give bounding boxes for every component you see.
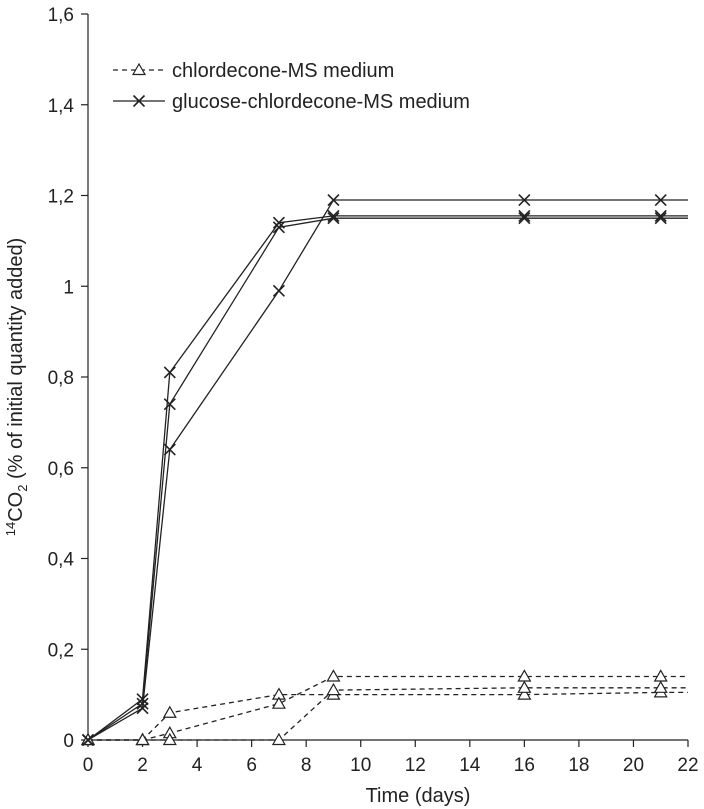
data-point (81, 733, 95, 747)
cross-stroke (654, 209, 667, 222)
cross-stroke (327, 212, 340, 225)
data-point (271, 696, 286, 709)
x-tick-label: 4 (192, 755, 203, 776)
x-tick-label: 8 (301, 755, 312, 776)
series-line (87, 199, 688, 741)
data-point (517, 669, 532, 682)
y-axis-title: 14CO2 (% of initial quantity added) (3, 238, 30, 537)
series-line (87, 215, 688, 741)
data-point (653, 680, 668, 693)
y-tick-label: 0 (63, 731, 74, 752)
cross-stroke (654, 212, 667, 225)
legend-marker (131, 62, 147, 76)
series-line (87, 217, 688, 741)
legend: chlordecone-MS medium glucose-chlordecone… (113, 60, 470, 113)
data-point (654, 209, 667, 222)
x-tick-label: 18 (568, 755, 589, 776)
x-tick-label: 2 (137, 755, 148, 776)
data-point (653, 669, 668, 682)
y-tick-label: 0,8 (48, 368, 74, 389)
x-ticks: 0 2 4 6 8 10 12 14 16 18 20 22 (83, 740, 699, 776)
legend-label: chlordecone-MS medium (172, 60, 394, 82)
data-point (517, 680, 532, 693)
data-point (326, 669, 341, 682)
series-2 (80, 669, 688, 746)
x-tick-label: 14 (459, 755, 481, 776)
data-point (163, 443, 176, 456)
cross-stroke (327, 193, 340, 207)
x-axis: 0 2 4 6 8 10 12 14 16 18 20 22 (83, 739, 699, 776)
y-tick-label: 0,2 (48, 640, 74, 661)
data-point (327, 212, 340, 225)
data-point (654, 212, 667, 225)
series-line (88, 687, 688, 741)
cross-stroke (81, 733, 95, 747)
cross-stroke (518, 212, 531, 225)
series-line (88, 675, 688, 741)
x-tick-label: 0 (83, 755, 94, 776)
cross-stroke (272, 221, 285, 234)
cross-stroke (518, 209, 531, 222)
x-tick-label: 16 (514, 755, 535, 776)
series-5 (81, 212, 688, 747)
x-tick-label: 10 (350, 755, 371, 776)
cross-stroke (327, 209, 340, 222)
data-point (326, 682, 341, 696)
y-axis-title-subscript: 2 (15, 485, 30, 492)
series-4 (81, 209, 688, 747)
legend-marker (132, 94, 146, 108)
cross-stroke (163, 443, 176, 456)
data-point (163, 366, 176, 379)
legend-item: glucose-chlordecone-MS medium (113, 91, 470, 113)
data-point (327, 209, 340, 222)
y-tick-label: 1,6 (48, 5, 74, 26)
data-point (135, 732, 150, 746)
data-point (517, 687, 532, 700)
data-point (518, 209, 531, 222)
data-point (162, 705, 177, 718)
data-point (272, 221, 285, 234)
cross-stroke (163, 366, 176, 379)
legend-item: chlordecone-MS medium (113, 60, 394, 82)
y-axis-title-superscript: 14 (3, 522, 18, 536)
cross-stroke (272, 284, 285, 297)
cross-stroke (518, 193, 531, 207)
series-6 (81, 193, 688, 747)
data-point (162, 732, 177, 746)
y-axis: 0 0,2 0,4 0,6 0,8 1 1,2 1,4 1,6 (48, 5, 89, 752)
legend-label: glucose-chlordecone-MS medium (172, 91, 470, 113)
data-point (518, 212, 531, 225)
data-point (163, 398, 176, 411)
cross-stroke (654, 193, 667, 207)
y-ticks: 0 0,2 0,4 0,6 0,8 1 1,2 1,4 1,6 (48, 5, 88, 752)
x-tick-label: 20 (623, 755, 644, 776)
y-axis-title-suffix: (% of initial quantity added) (5, 238, 27, 485)
x-tick-label: 12 (405, 755, 426, 776)
cross-stroke (272, 216, 285, 229)
series-layer (80, 193, 688, 747)
cross-stroke (163, 398, 176, 411)
y-tick-label: 0,6 (48, 459, 74, 480)
y-axis-title-main: CO (5, 492, 27, 522)
y-tick-label: 1,4 (48, 96, 75, 117)
x-tick-label: 22 (677, 755, 698, 776)
y-tick-label: 0,4 (48, 550, 75, 571)
x-axis-title: Time (days) (366, 785, 471, 807)
data-point (518, 193, 531, 207)
series-line (88, 691, 688, 741)
data-point (654, 193, 667, 207)
data-point (271, 732, 286, 746)
x-tick-label: 6 (246, 755, 257, 776)
y-tick-label: 1,2 (48, 187, 74, 208)
data-point (136, 702, 149, 715)
data-point (327, 193, 340, 207)
y-tick-label: 1 (63, 277, 74, 298)
data-point (272, 284, 285, 297)
cross-stroke (136, 702, 149, 715)
cross-stroke (132, 94, 146, 108)
